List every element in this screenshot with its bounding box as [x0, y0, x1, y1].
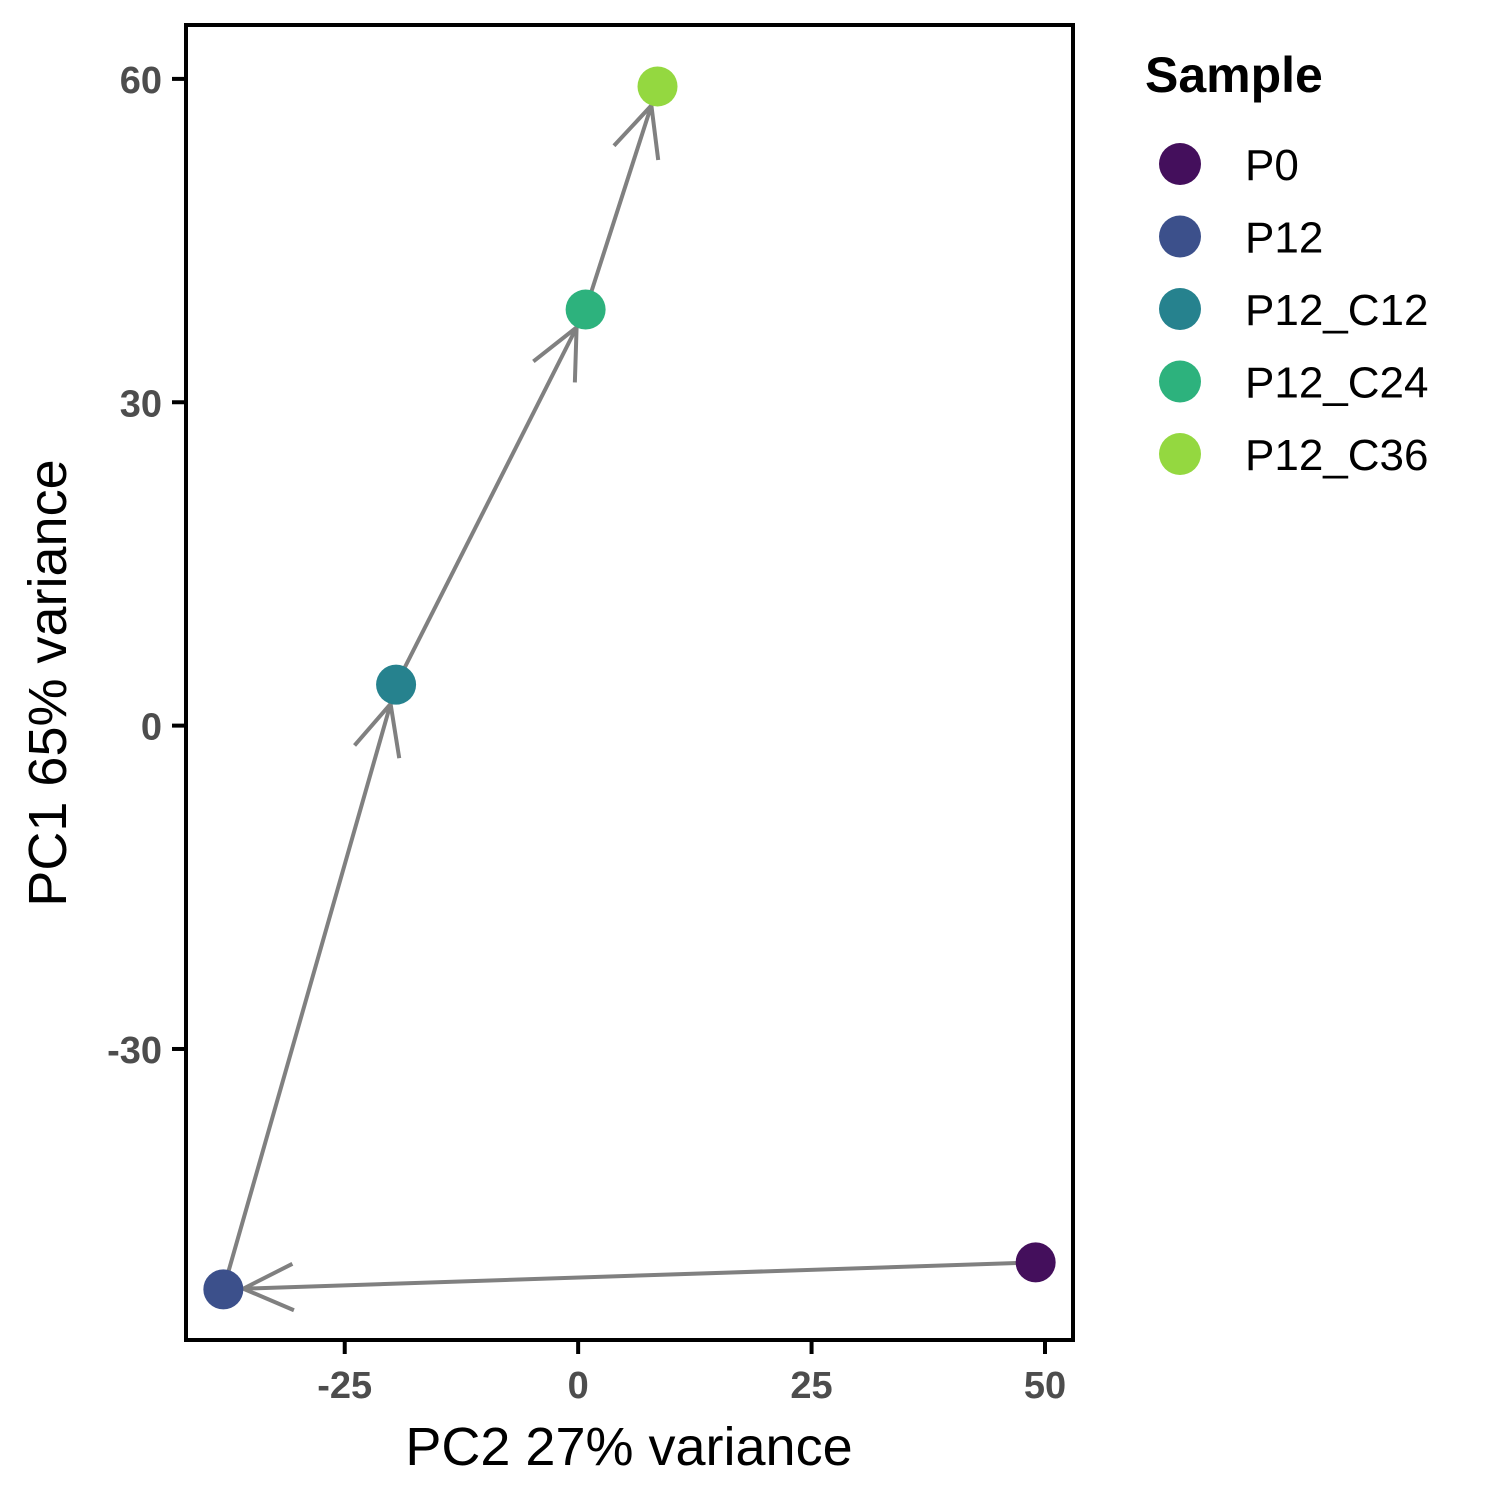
- y-tick-label: 0: [141, 707, 162, 749]
- arrow-shaft: [394, 326, 579, 686]
- y-tick-label: 60: [120, 60, 162, 102]
- point-p12-c24: [565, 289, 606, 330]
- arrow-P0-to-P12: [238, 1260, 1036, 1313]
- arrow-shaft: [221, 703, 393, 1290]
- legend-item-p12-c36: P12_C36: [1159, 431, 1428, 480]
- point-p12-c36: [637, 66, 678, 107]
- legend-label: P12_C36: [1245, 431, 1428, 480]
- legend-item-p0: P0: [1159, 141, 1299, 190]
- y-axis-title: PC1 65% variance: [18, 459, 78, 906]
- legend-key: [1159, 143, 1201, 185]
- y-axis-ticks: -30 0 30 60: [107, 60, 186, 1072]
- arrow-P12_C12-to-P12_C24: [394, 323, 579, 686]
- legend-item-p12: P12: [1159, 214, 1323, 263]
- legend-label: P12_C24: [1245, 359, 1428, 408]
- legend-key: [1159, 215, 1201, 258]
- legend: Sample P0 P12 P12_C12 P12_C24 P12_C36: [1145, 47, 1428, 480]
- legend-key: [1159, 433, 1201, 475]
- arrows-layer: [221, 100, 1036, 1313]
- x-tick-label: 0: [568, 1365, 589, 1407]
- legend-key: [1159, 360, 1201, 403]
- x-tick-label: -25: [317, 1365, 372, 1407]
- legend-item-p12-c12: P12_C12: [1159, 286, 1428, 335]
- plot-panel-border: [184, 23, 1075, 1342]
- legend-title: Sample: [1145, 47, 1323, 103]
- point-p12: [203, 1269, 244, 1310]
- arrow-P12_C24-to-P12_C36: [583, 100, 661, 311]
- arrow-shaft: [583, 104, 654, 311]
- legend-label: P12_C12: [1245, 286, 1428, 335]
- legend-key: [1159, 288, 1201, 330]
- arrow-P12-to-P12_C12: [221, 699, 402, 1290]
- legend-label: P0: [1245, 141, 1299, 190]
- arrow-head: [238, 1262, 295, 1313]
- point-p12-c12: [376, 664, 417, 705]
- arrow-shaft: [243, 1260, 1036, 1291]
- y-tick-label: -30: [107, 1030, 162, 1072]
- x-axis-ticks: -25 0 25 50: [317, 1340, 1066, 1407]
- x-tick-label: 25: [790, 1365, 832, 1407]
- legend-label: P12: [1245, 214, 1323, 263]
- legend-item-p12-c24: P12_C24: [1159, 359, 1428, 408]
- point-p0: [1015, 1242, 1056, 1283]
- points-layer: [203, 66, 1056, 1310]
- y-tick-label: 30: [120, 383, 162, 425]
- x-axis-title: PC2 27% variance: [405, 1417, 852, 1477]
- x-tick-label: 50: [1024, 1365, 1066, 1407]
